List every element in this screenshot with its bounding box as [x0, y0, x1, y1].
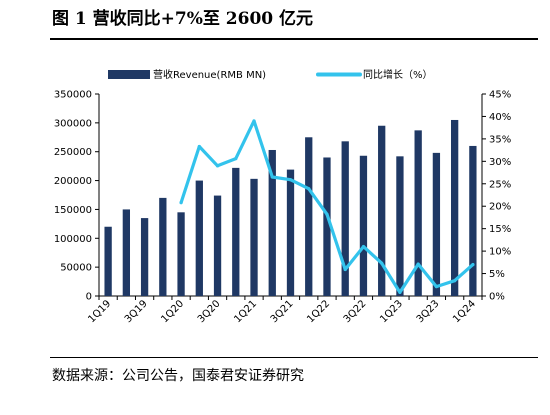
right-y-tick-label: 30%: [489, 157, 511, 168]
source-note: 数据来源：公司公告，国泰君安证券研究: [52, 368, 304, 384]
right-y-tick-label: 40%: [489, 112, 511, 123]
revenue-bar: [432, 152, 441, 296]
x-tick-label: 3Q19: [123, 298, 150, 325]
revenue-bar: [469, 145, 477, 296]
revenue-bar: [177, 212, 185, 296]
legend-bar-label: 营收Revenue(RMB MN): [153, 68, 266, 81]
growth-point: [380, 261, 384, 265]
growth-point: [398, 290, 402, 295]
revenue-bar: [195, 180, 203, 296]
right-y-tick-label: 0%: [489, 292, 505, 303]
x-tick-label: 1Q21: [232, 298, 259, 325]
revenue-bar: [323, 157, 331, 296]
growth-point: [179, 201, 183, 205]
left-y-tick-label: 50000: [60, 263, 92, 274]
growth-point: [234, 157, 238, 161]
right-y-tick-label: 20%: [489, 202, 511, 213]
revenue-bar: [359, 155, 368, 296]
revenue-bar: [213, 195, 222, 296]
growth-point: [325, 212, 329, 216]
left-y-tick-label: 300000: [54, 118, 92, 129]
x-tick-label: 3Q21: [269, 298, 296, 325]
x-tick-label: 3Q22: [342, 298, 369, 325]
growth-point: [361, 245, 366, 249]
legend-bar-swatch: [108, 70, 150, 79]
revenue-bar: [232, 167, 240, 296]
left-y-tick-label: 100000: [54, 234, 92, 245]
growth-line-series: [179, 119, 475, 295]
x-tick-label: 3Q20: [196, 298, 223, 325]
left-y-tick-label: 350000: [54, 90, 92, 101]
revenue-bar: [305, 137, 313, 296]
revenue-bar: [396, 156, 404, 296]
title-rule: [50, 38, 538, 40]
growth-point: [252, 119, 256, 123]
figure-title: 图 1 营收同比+7%至 2600 亿元: [52, 9, 314, 29]
revenue-bar: [341, 141, 349, 296]
revenue-bar: [122, 209, 131, 296]
growth-point: [215, 164, 220, 168]
source-rule: [50, 357, 538, 358]
right-y-tick-label: 45%: [489, 90, 511, 101]
growth-point: [471, 262, 475, 267]
revenue-bar: [378, 125, 386, 296]
growth-point: [270, 175, 274, 179]
x-tick-label: 1Q20: [159, 298, 186, 325]
legend-line-label: 同比增长（%）: [363, 68, 433, 81]
left-y-tick-label: 250000: [54, 147, 92, 158]
revenue-bar: [414, 130, 422, 296]
left-y-tick-label: 150000: [54, 205, 92, 216]
chart-axes: 0 50000 100000 150000 200000 250000 300000 3500…: [54, 90, 511, 326]
right-y-tick-label: 35%: [489, 134, 511, 145]
growth-point: [453, 279, 457, 283]
revenue-bar: [159, 197, 167, 296]
revenue-bar: [250, 178, 258, 296]
revenue-bar: [140, 218, 149, 296]
growth-point: [307, 187, 311, 191]
x-tick-label: 3Q23: [415, 298, 442, 325]
revenue-bar: [286, 169, 295, 296]
revenue-growth-chart: 营收Revenue(RMB MN) 同比增长（%） 0 50000 100000 15…: [54, 68, 511, 326]
bar-series: [104, 119, 477, 296]
right-y-tick-label: 15%: [489, 224, 511, 235]
left-y-tick-label: 0: [86, 292, 92, 303]
right-y-tick-label: 5%: [489, 269, 505, 280]
right-y-tick-label: 25%: [489, 179, 511, 190]
revenue-bar: [104, 226, 112, 296]
revenue-bar: [450, 119, 459, 296]
revenue-bar: [268, 149, 276, 296]
growth-point: [434, 284, 439, 289]
growth-point: [288, 178, 293, 182]
growth-point: [197, 144, 201, 149]
x-tick-label: 1Q24: [451, 298, 478, 325]
growth-point: [343, 267, 347, 272]
x-tick-label: 1Q23: [378, 298, 405, 325]
x-tick-label: 1Q22: [305, 298, 332, 325]
right-y-tick-label: 10%: [489, 247, 511, 258]
chart-legend: 营收Revenue(RMB MN) 同比增长（%）: [108, 68, 433, 81]
growth-point: [416, 262, 420, 266]
left-y-tick-label: 200000: [54, 176, 92, 187]
